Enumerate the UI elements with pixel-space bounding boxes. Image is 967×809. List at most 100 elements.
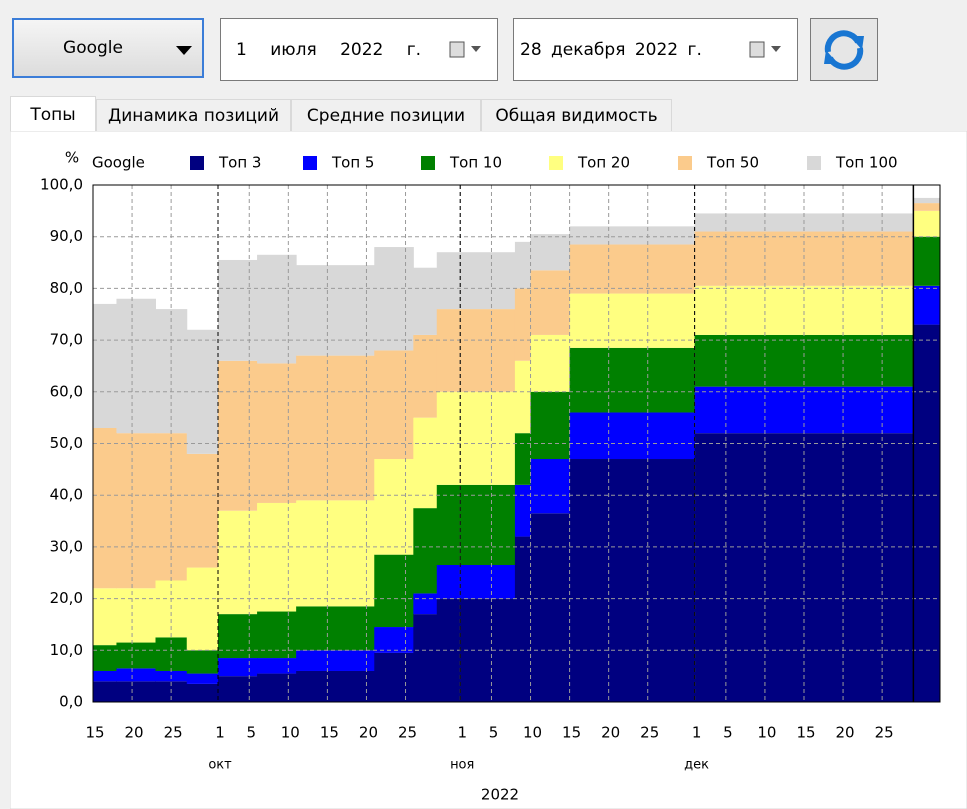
area-segment [569, 226, 696, 245]
area-segment [257, 502, 297, 612]
tab[interactable]: Общая видимость [481, 99, 672, 131]
area-segment [413, 334, 438, 418]
area-segment [116, 298, 157, 434]
area-segment [257, 673, 297, 702]
tab[interactable]: Динамика позиций [96, 99, 291, 131]
area-segment [514, 433, 532, 485]
area-segment [374, 627, 414, 653]
plot-border [92, 184, 941, 703]
area-segment [93, 303, 117, 428]
calendar-icon[interactable] [749, 40, 789, 60]
x-tick-label: 5 [246, 724, 256, 742]
area-segment [296, 670, 375, 702]
legend-label: Топ 10 [449, 154, 502, 172]
month-label: ноя [450, 758, 474, 773]
area-segment [218, 360, 258, 511]
area-segment [514, 288, 532, 361]
area-segment [218, 676, 258, 702]
y-tick-label: 80,0 [50, 279, 83, 297]
area-segment [569, 347, 696, 413]
x-tick-label: 1 [692, 724, 702, 742]
area-segment [186, 567, 219, 651]
legend-title: Google [92, 154, 145, 172]
area-segment [514, 536, 532, 702]
area-segment [569, 459, 696, 702]
area-segment [374, 554, 414, 628]
chart: 0,0 10,0 20,0 30,0 40,0 50,0 60,0 70,0 80,0 90,0 1… [10, 131, 967, 809]
area-segment [186, 673, 219, 684]
area-segment [413, 614, 438, 702]
y-tick-label: 60,0 [50, 382, 83, 400]
area-segment [436, 564, 516, 599]
area-segment [257, 363, 297, 503]
area-segment [296, 265, 375, 356]
refresh-button[interactable] [810, 18, 878, 81]
area-segment [186, 453, 219, 568]
legend-label: Топ 3 [218, 154, 261, 172]
area-segment [514, 360, 532, 434]
x-tick-label: 10 [757, 724, 776, 742]
area-segment [514, 241, 532, 289]
area-segment [913, 285, 941, 325]
x-tick-label: 25 [398, 724, 417, 742]
x-tick-label: 15 [796, 724, 815, 742]
dropdown-arrow [176, 46, 192, 55]
legend-swatch [549, 156, 563, 170]
area-segment [93, 645, 117, 671]
month-label: дек [684, 758, 709, 773]
date-to-text: 28 декабря 2022 г. [520, 39, 702, 60]
legend-label: Топ 5 [331, 154, 374, 172]
x-tick-label: 5 [723, 724, 733, 742]
x-tick-label: 20 [601, 724, 620, 742]
y-tick-label: 100,0 [40, 176, 83, 194]
area-segment [413, 267, 438, 335]
legend-label: Топ 100 [835, 154, 898, 172]
calendar-icon[interactable] [449, 40, 489, 60]
area-segment [913, 210, 941, 237]
area-segment [218, 510, 258, 615]
area-segment [186, 650, 219, 674]
area-segment [93, 681, 117, 702]
tab[interactable]: Средние позиции [291, 99, 481, 131]
x-tick-label: 15 [85, 724, 104, 742]
area-segment [569, 244, 696, 294]
area-segment [374, 350, 414, 460]
engine-dropdown[interactable]: Google [12, 18, 204, 78]
y-tick-label: 30,0 [50, 537, 83, 555]
area-segment [155, 433, 188, 581]
legend-swatch [807, 156, 821, 170]
legend-swatch [678, 156, 692, 170]
area-segment [93, 588, 117, 646]
area-segment [374, 652, 414, 702]
date-to[interactable]: 28 декабря 2022 г. [513, 18, 798, 81]
area-segment [218, 259, 258, 361]
legend-swatch [303, 156, 317, 170]
area-segment [530, 459, 571, 514]
x-tick-label: 10 [523, 724, 542, 742]
area-segment [530, 334, 571, 392]
date-from[interactable]: 1 июля 2022 г. [220, 18, 498, 81]
y-tick-label: 70,0 [50, 331, 83, 349]
area-segment [257, 611, 297, 659]
area-segment [218, 614, 258, 659]
date-from-text: 1 июля 2022 г. [236, 39, 422, 60]
area-segment [413, 508, 438, 594]
x-tick-label: 20 [836, 724, 855, 742]
refresh-icon [824, 29, 864, 70]
area-segment [530, 234, 571, 271]
area-segment [116, 642, 157, 669]
area-segment [913, 324, 941, 702]
tab[interactable]: Топы [10, 96, 96, 132]
area-segment [913, 236, 941, 286]
x-tick-label: 25 [875, 724, 894, 742]
x-tick-label: 20 [125, 724, 144, 742]
area-segment [530, 391, 571, 460]
area-segment [374, 459, 414, 555]
y-tick-label: 50,0 [50, 434, 83, 452]
x-tick-label: 15 [320, 724, 339, 742]
y-tick-label: 40,0 [50, 486, 83, 504]
area-segment [530, 270, 571, 335]
x-tick-label: 5 [489, 724, 499, 742]
area-segment [413, 417, 438, 509]
y-tick-label: 10,0 [50, 641, 83, 659]
